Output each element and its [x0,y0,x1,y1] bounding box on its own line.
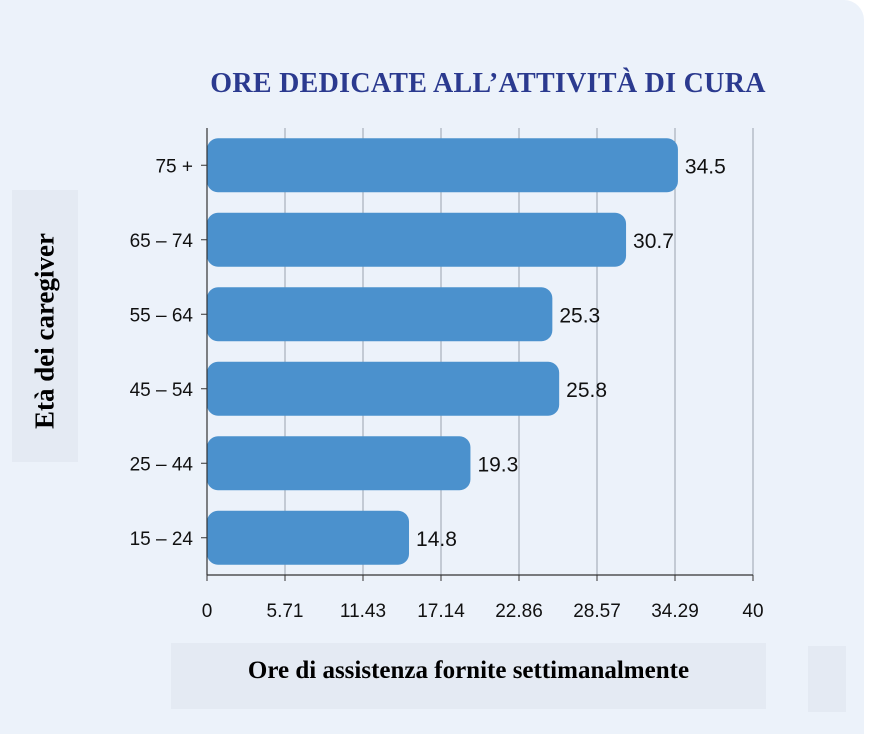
x-tick-label: 34.29 [651,601,699,622]
value-label: 30.7 [633,230,674,253]
value-label: 19.3 [477,453,518,476]
x-tick-label: 28.57 [573,601,621,622]
x-tick-label: 11.43 [340,601,386,622]
x-tick-label: 17.14 [417,601,465,622]
category-label: 65 – 74 [130,231,194,252]
bar [207,138,678,193]
value-label: 34.5 [685,155,726,178]
x-tick-label: 40 [742,601,763,622]
grid-lines [284,128,754,575]
bar [207,212,627,267]
value-label: 25.3 [559,304,600,327]
decorative-box [808,646,846,712]
x-axis-label-box [171,643,766,709]
category-label: 75 + [155,156,193,177]
value-label: 25.8 [566,379,607,402]
bar [207,510,410,565]
x-tick-label: 0 [202,601,213,622]
chart-title: ORE DEDICATE ALL’ATTIVITÀ DI CURA [210,68,766,99]
bar [207,287,553,342]
bars [207,138,678,565]
x-tick-label: 22.86 [495,601,543,622]
category-label: 45 – 54 [130,380,194,401]
bar [207,361,560,416]
category-label: 25 – 44 [130,454,194,475]
category-label: 55 – 64 [130,305,194,326]
bar [207,436,471,491]
y-axis-label-box [12,190,78,462]
x-tick-label: 5.71 [267,601,304,622]
x-axis-label: Ore di assistenza fornite settimanalment… [247,657,690,684]
page-edge [864,0,878,734]
labels: 0 5.71 11.43 17.14 22.86 28.57 34.29 40 75 + 34.5… [130,155,764,622]
axes [201,128,754,581]
value-label: 14.8 [416,528,457,551]
category-label: 15 – 24 [130,529,194,550]
